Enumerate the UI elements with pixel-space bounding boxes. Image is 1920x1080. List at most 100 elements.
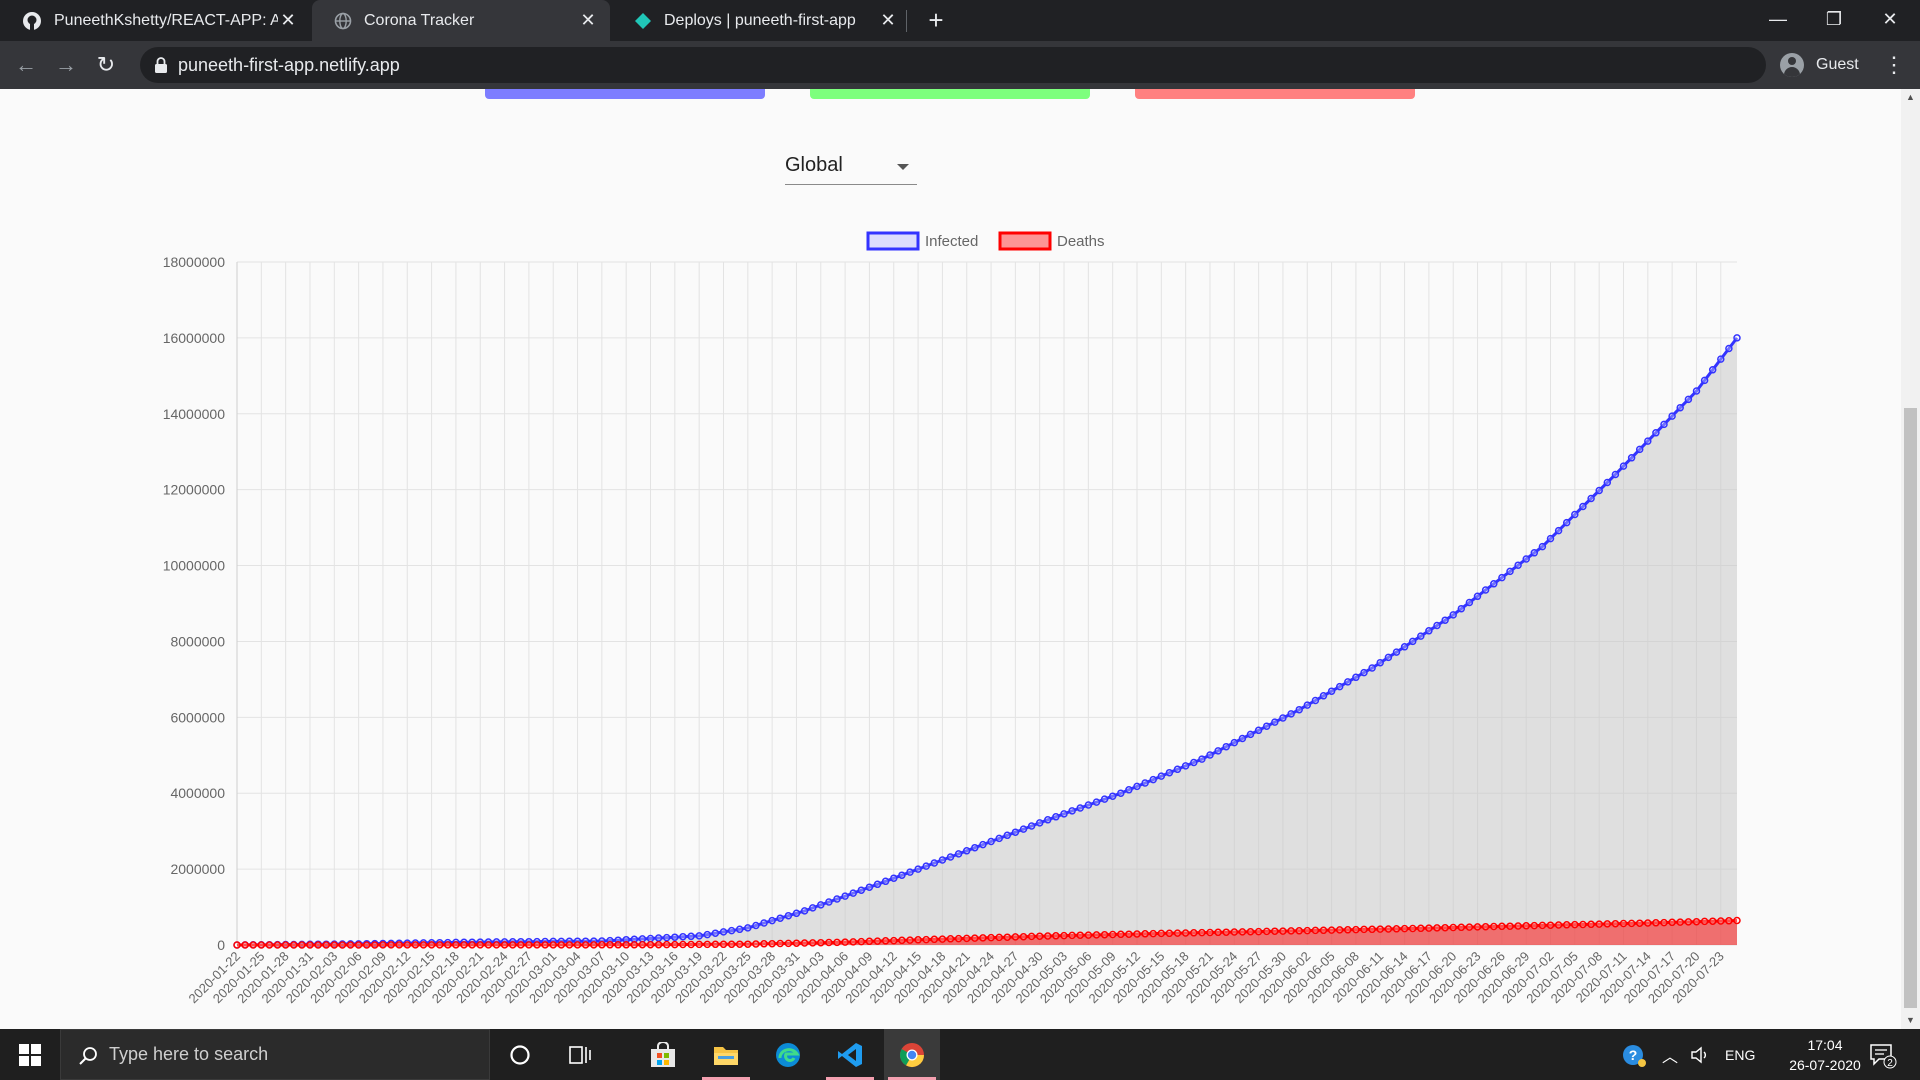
vscode-button[interactable] bbox=[822, 1029, 878, 1080]
data-point-infected bbox=[1141, 779, 1149, 787]
data-point-infected bbox=[646, 934, 655, 943]
close-window-button[interactable]: ✕ bbox=[1882, 9, 1898, 29]
scroll-down-arrow[interactable]: ▼ bbox=[1906, 1015, 1915, 1025]
y-tick-label: 10000000 bbox=[163, 558, 226, 574]
tab-corona-tracker[interactable]: Corona Tracker ✕ bbox=[312, 0, 610, 41]
data-point-deaths bbox=[508, 941, 517, 949]
data-point-infected bbox=[768, 916, 776, 925]
menu-icon[interactable]: ⋮ bbox=[1883, 52, 1905, 77]
data-point-infected bbox=[938, 856, 947, 864]
data-point-deaths bbox=[306, 941, 314, 949]
data-point-deaths bbox=[1068, 931, 1076, 940]
data-point-infected bbox=[662, 933, 671, 942]
cortana-button[interactable] bbox=[492, 1029, 548, 1080]
data-point-deaths bbox=[776, 939, 784, 948]
action-center-button[interactable]: 2 bbox=[1868, 1029, 1898, 1080]
clock[interactable]: 17:04 26-07-2020 bbox=[1780, 1035, 1870, 1075]
data-point-infected bbox=[1611, 470, 1620, 479]
data-point-deaths bbox=[1141, 930, 1149, 938]
data-point-deaths bbox=[719, 940, 728, 949]
edge-button[interactable] bbox=[760, 1029, 816, 1080]
chrome-button[interactable] bbox=[884, 1029, 940, 1080]
data-point-infected bbox=[1108, 792, 1117, 800]
country-select[interactable]: Global bbox=[785, 144, 917, 185]
data-point-deaths bbox=[371, 941, 379, 949]
language-indicator[interactable]: ENG bbox=[1725, 1029, 1755, 1080]
help-tray-icon[interactable]: ? bbox=[1620, 1029, 1648, 1080]
data-point-deaths bbox=[808, 939, 817, 947]
data-point-infected bbox=[971, 843, 979, 852]
data-point-deaths bbox=[946, 935, 955, 943]
legend-label-infected: Infected bbox=[925, 233, 978, 250]
data-point-deaths bbox=[614, 941, 622, 949]
data-point-deaths bbox=[1011, 933, 1020, 941]
data-point-infected bbox=[841, 892, 849, 900]
tab-github[interactable]: PuneethKshetty/REACT-APP: App ✕ bbox=[0, 0, 310, 41]
data-point-deaths bbox=[873, 937, 882, 945]
data-point-infected bbox=[987, 837, 995, 846]
data-point-infected bbox=[1522, 555, 1530, 563]
tab-title: PuneethKshetty/REACT-APP: App bbox=[54, 11, 278, 29]
scroll-up-arrow[interactable]: ▲ bbox=[1906, 92, 1915, 102]
show-hidden-icons-button[interactable]: ︿ bbox=[1662, 1029, 1678, 1080]
start-button[interactable] bbox=[0, 1029, 60, 1080]
data-point-infected bbox=[1214, 747, 1222, 755]
page-scrollbar[interactable]: ▲ ▼ bbox=[1901, 89, 1920, 1029]
back-button[interactable]: ← bbox=[15, 52, 37, 77]
data-point-deaths bbox=[338, 941, 347, 949]
data-point-deaths bbox=[1684, 918, 1693, 926]
clock-date: 26-07-2020 bbox=[1789, 1057, 1861, 1073]
data-point-deaths bbox=[1279, 927, 1287, 935]
profile-button[interactable]: Guest bbox=[1780, 49, 1859, 81]
data-point-infected bbox=[849, 889, 857, 897]
globe-icon bbox=[334, 12, 352, 29]
data-point-deaths bbox=[1668, 918, 1676, 927]
y-tick-label: 18000000 bbox=[163, 254, 226, 270]
data-point-deaths bbox=[1579, 920, 1587, 929]
close-tab-icon[interactable]: ✕ bbox=[280, 10, 296, 30]
data-point-infected bbox=[1473, 592, 1482, 601]
data-point-deaths bbox=[841, 938, 849, 946]
data-point-infected bbox=[679, 932, 687, 941]
data-point-deaths bbox=[995, 933, 1003, 942]
data-point-deaths bbox=[403, 941, 412, 949]
address-bar[interactable]: puneeth-first-app.netlify.app bbox=[140, 47, 1766, 83]
forward-button[interactable]: → bbox=[55, 52, 77, 77]
data-point-infected bbox=[1692, 387, 1701, 395]
data-point-deaths bbox=[744, 940, 752, 948]
close-tab-icon[interactable]: ✕ bbox=[880, 10, 896, 30]
data-point-infected bbox=[1133, 782, 1141, 791]
data-point-infected bbox=[1068, 807, 1076, 815]
file-explorer-button[interactable] bbox=[698, 1029, 754, 1080]
data-point-infected bbox=[1490, 580, 1498, 588]
volume-button[interactable] bbox=[1690, 1029, 1712, 1080]
data-point-infected bbox=[1181, 762, 1190, 770]
store-button[interactable] bbox=[635, 1029, 691, 1080]
data-point-infected bbox=[1571, 510, 1579, 519]
data-point-infected bbox=[995, 834, 1003, 843]
taskbar-search[interactable]: Type here to search bbox=[60, 1029, 490, 1080]
data-point-deaths bbox=[1117, 930, 1125, 939]
data-point-deaths bbox=[1676, 918, 1684, 926]
data-point-deaths bbox=[1190, 929, 1198, 937]
data-point-infected bbox=[1100, 795, 1109, 803]
data-point-deaths bbox=[752, 940, 760, 948]
new-tab-button[interactable]: + bbox=[928, 5, 944, 35]
data-point-infected bbox=[744, 924, 752, 932]
data-point-deaths bbox=[1052, 932, 1060, 940]
data-point-infected bbox=[1425, 627, 1433, 635]
data-point-infected bbox=[687, 932, 695, 941]
tab-netlify-deploys[interactable]: Deploys | puneeth-first-app ✕ bbox=[612, 0, 910, 41]
data-point-infected bbox=[1092, 798, 1101, 806]
reload-button[interactable]: ↻ bbox=[96, 52, 116, 77]
scroll-thumb[interactable] bbox=[1904, 408, 1917, 1008]
data-point-deaths bbox=[1035, 932, 1044, 940]
minimize-button[interactable]: — bbox=[1769, 9, 1787, 29]
data-point-infected bbox=[857, 886, 866, 894]
close-tab-icon[interactable]: ✕ bbox=[580, 10, 596, 30]
data-point-deaths bbox=[849, 938, 857, 946]
restore-button[interactable]: ❐ bbox=[1825, 9, 1843, 29]
data-point-infected bbox=[1230, 738, 1239, 747]
data-point-deaths bbox=[938, 935, 947, 943]
task-view-button[interactable] bbox=[552, 1029, 608, 1080]
